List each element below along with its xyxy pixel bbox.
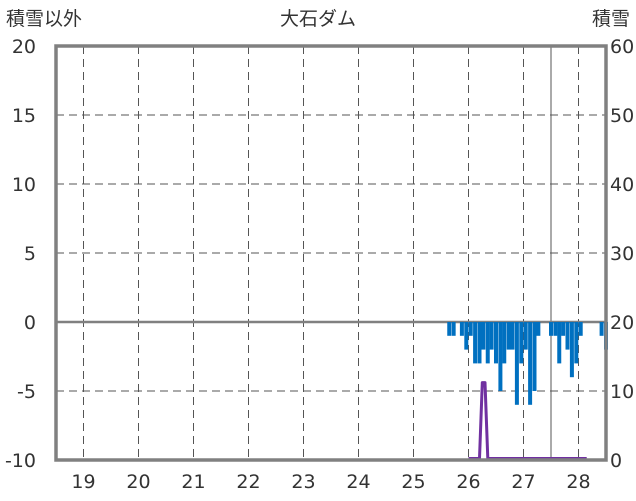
bar: [565, 322, 570, 350]
grid: [55, 46, 606, 460]
bar: [523, 322, 528, 350]
x-tick-label: 20: [126, 471, 150, 493]
left-axis-ticks: 20 15 10 5 0 -5 -10: [5, 36, 36, 472]
right-tick-label: 10: [610, 381, 634, 403]
bar: [569, 322, 574, 378]
bar: [498, 322, 503, 391]
bar: [557, 322, 562, 364]
bar: [502, 322, 507, 364]
bar: [485, 322, 490, 364]
bar: [549, 322, 553, 336]
left-axis-title: 積雪以外: [6, 8, 82, 30]
bar: [464, 322, 469, 350]
bar: [532, 322, 537, 391]
right-tick-label: 40: [610, 174, 634, 196]
x-axis-ticks: 19 20 21 22 23 24 25 26 27 28: [71, 471, 590, 493]
right-tick-label: 60: [610, 36, 634, 58]
bar: [489, 322, 494, 350]
bar: [451, 322, 456, 336]
right-tick-label: 50: [610, 105, 634, 127]
plot-frame: [54, 44, 608, 462]
left-tick-label: 15: [12, 105, 36, 127]
bar: [510, 322, 515, 350]
x-tick-label: 25: [401, 471, 425, 493]
x-tick-label: 26: [456, 471, 480, 493]
x-tick-label: 27: [511, 471, 535, 493]
bar: [599, 322, 604, 336]
snow-series: [468, 381, 587, 460]
left-tick-label: 10: [12, 174, 36, 196]
x-tick-label: 24: [346, 471, 370, 493]
x-tick-label: 23: [291, 471, 315, 493]
bar: [468, 322, 473, 336]
left-tick-label: 5: [24, 243, 36, 265]
bar: [578, 322, 583, 336]
left-tick-label: -5: [17, 381, 36, 403]
right-axis-title: 積雪: [592, 8, 630, 30]
x-tick-label: 21: [181, 471, 205, 493]
right-tick-label: 30: [610, 243, 634, 265]
bar: [473, 322, 478, 364]
bar: [447, 322, 452, 336]
bar: [481, 322, 486, 350]
left-tick-label: -10: [5, 450, 36, 472]
bar: [514, 322, 519, 405]
bar: [519, 322, 524, 364]
snow-line: [468, 381, 587, 460]
left-tick-label: 20: [12, 36, 36, 58]
bar: [528, 322, 533, 405]
right-tick-label: 20: [610, 312, 634, 334]
bar: [561, 322, 566, 336]
right-tick-label: 0: [610, 450, 622, 472]
x-tick-label: 28: [566, 471, 590, 493]
bar-series: [447, 322, 608, 405]
x-tick-label: 19: [71, 471, 95, 493]
bar: [459, 322, 464, 336]
x-tick-label: 22: [236, 471, 260, 493]
bar: [477, 322, 482, 364]
right-axis-ticks: 60 50 40 30 20 10 0: [610, 36, 634, 472]
left-tick-label: 0: [24, 312, 36, 334]
bar: [553, 322, 558, 336]
bar: [574, 322, 579, 364]
bar: [494, 322, 498, 364]
chart-title: 大石ダム: [280, 8, 356, 30]
bar: [536, 322, 541, 336]
bar: [506, 322, 511, 350]
